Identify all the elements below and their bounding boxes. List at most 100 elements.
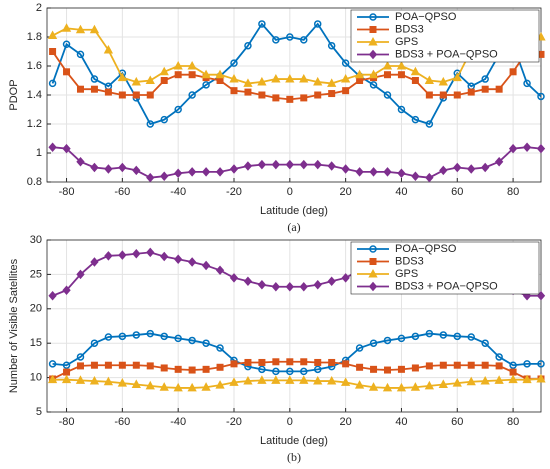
marker: [76, 362, 84, 370]
marker: [173, 382, 183, 392]
marker: [188, 91, 196, 99]
marker: [104, 361, 112, 369]
marker: [383, 91, 392, 99]
marker: [146, 329, 155, 338]
marker: [383, 71, 391, 79]
marker: [354, 69, 365, 79]
marker: [160, 171, 169, 181]
x-tick-label: -40: [170, 416, 186, 428]
marker: [271, 375, 281, 384]
marker: [439, 331, 448, 339]
marker: [202, 81, 210, 89]
marker: [300, 358, 308, 366]
marker: [299, 74, 309, 83]
x-tick-label: 0: [287, 416, 293, 428]
marker: [369, 81, 378, 89]
marker: [90, 339, 99, 347]
legend-label: GPS: [395, 36, 418, 48]
marker: [537, 92, 545, 101]
marker: [286, 367, 294, 376]
marker: [286, 358, 294, 366]
marker: [425, 91, 433, 99]
x-tick-label: -20: [226, 416, 242, 428]
marker: [314, 91, 322, 99]
marker: [466, 376, 476, 386]
caption: (b): [287, 450, 301, 464]
marker: [215, 380, 225, 389]
marker: [438, 379, 448, 388]
marker: [173, 60, 183, 70]
marker: [537, 360, 545, 368]
marker: [243, 161, 253, 171]
marker: [467, 361, 475, 369]
marker: [174, 254, 183, 265]
marker: [62, 143, 71, 154]
marker: [286, 33, 294, 41]
marker: [396, 382, 407, 392]
marker: [244, 88, 252, 96]
marker: [76, 85, 84, 93]
marker: [62, 361, 71, 369]
marker: [285, 375, 295, 384]
marker: [494, 156, 504, 167]
marker: [369, 13, 377, 21]
marker: [313, 365, 322, 374]
marker: [216, 344, 224, 352]
marker: [201, 382, 211, 391]
marker: [90, 361, 98, 369]
marker: [453, 91, 461, 99]
marker: [146, 120, 155, 128]
marker: [47, 374, 58, 384]
marker: [382, 60, 393, 70]
legend-label: POA−QPSO: [395, 243, 457, 255]
marker: [76, 156, 85, 167]
x-tick-label: 80: [507, 186, 519, 198]
marker: [370, 365, 378, 373]
marker: [356, 363, 364, 371]
marker: [118, 162, 127, 173]
marker: [411, 77, 419, 84]
marker: [425, 362, 433, 370]
marker: [215, 265, 225, 276]
marker: [132, 331, 141, 339]
marker: [481, 162, 490, 173]
marker: [368, 382, 379, 391]
marker: [536, 143, 546, 154]
marker: [159, 382, 169, 391]
y-tick-label: 25: [30, 268, 42, 280]
marker: [160, 77, 168, 84]
marker: [341, 59, 350, 67]
marker: [453, 332, 462, 341]
marker: [383, 167, 392, 177]
marker: [258, 358, 266, 366]
marker: [327, 276, 336, 287]
marker: [201, 69, 211, 79]
marker: [61, 23, 72, 32]
y-tick-label: 15: [30, 337, 42, 349]
marker: [258, 365, 266, 374]
marker: [523, 79, 531, 88]
marker: [215, 167, 225, 177]
marker: [509, 361, 517, 369]
marker: [327, 161, 336, 171]
x-tick-label: 60: [451, 186, 463, 198]
marker: [118, 250, 127, 260]
marker: [341, 273, 350, 283]
marker: [300, 36, 308, 44]
marker: [202, 339, 210, 347]
marker: [118, 91, 126, 99]
marker: [410, 66, 421, 76]
x-axis-label: Latitude (deg): [260, 435, 328, 447]
marker: [257, 279, 267, 290]
marker: [522, 142, 532, 152]
marker: [160, 251, 169, 262]
x-tick-label: -40: [170, 186, 186, 198]
y-axis-label: Number of Visible Satellites: [8, 258, 20, 393]
marker: [313, 20, 322, 28]
marker: [188, 336, 196, 345]
marker: [368, 281, 378, 292]
marker: [314, 358, 322, 366]
marker: [258, 20, 266, 28]
marker: [508, 374, 518, 384]
marker: [272, 358, 280, 366]
